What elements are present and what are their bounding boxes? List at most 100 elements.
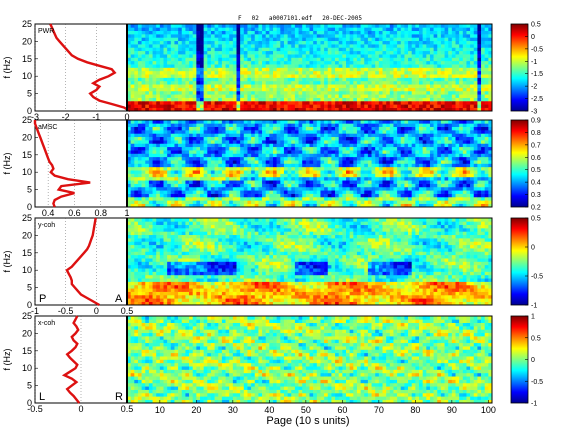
- heatmap-cell: [265, 166, 270, 171]
- heatmap-cell: [291, 27, 296, 31]
- heatmap-cell: [170, 166, 175, 171]
- heatmap-cell: [488, 54, 493, 58]
- heatmap-cell: [477, 173, 482, 178]
- heatmap-cell: [473, 136, 478, 141]
- heatmap-cell: [192, 104, 197, 108]
- heatmap-cell: [477, 57, 482, 62]
- heatmap-cell: [349, 70, 354, 75]
- heatmap-cell: [170, 133, 175, 138]
- heatmap-cell: [302, 186, 307, 191]
- heatmap-cell: [167, 50, 172, 55]
- heatmap-cell: [448, 67, 453, 72]
- heatmap-cell: [152, 57, 157, 62]
- heatmap-cell: [276, 136, 281, 141]
- heatmap-cell: [258, 160, 263, 164]
- heatmap-cell: [331, 180, 336, 184]
- heatmap-cell: [404, 87, 409, 92]
- heatmap-cell: [174, 84, 179, 88]
- heatmap-cell: [258, 34, 263, 38]
- heatmap-cell: [411, 170, 416, 174]
- heatmap-cell: [422, 163, 427, 168]
- heatmap-cell: [462, 47, 467, 52]
- heatmap-cell: [236, 196, 241, 201]
- heatmap-cell: [444, 47, 449, 52]
- heatmap-cell: [462, 136, 467, 141]
- heatmap-cell: [273, 100, 277, 105]
- heatmap-cell: [170, 24, 175, 28]
- heatmap-cell: [269, 143, 274, 148]
- heatmap-cell: [342, 30, 347, 35]
- heatmap-cell: [451, 37, 456, 42]
- heatmap-cell: [415, 133, 420, 138]
- heatmap-cell: [232, 136, 237, 141]
- heatmap-cell: [466, 50, 471, 55]
- heatmap-cell: [448, 200, 453, 204]
- heatmap-cell: [408, 140, 412, 144]
- heatmap-cell: [262, 176, 266, 181]
- heatmap-cell: [152, 60, 157, 65]
- heatmap-cell: [258, 67, 263, 72]
- heatmap-cell: [397, 80, 402, 85]
- heatmap-cell: [356, 30, 361, 35]
- heatmap-cell: [127, 203, 131, 208]
- heatmap-cell: [335, 64, 339, 68]
- heatmap-cell: [192, 136, 197, 141]
- heatmap-cell: [229, 30, 234, 35]
- heatmap-cell: [276, 203, 281, 208]
- heatmap-cell: [444, 196, 449, 201]
- heatmap-cell: [210, 173, 215, 178]
- heatmap-cell: [324, 186, 329, 191]
- heatmap-cell: [273, 136, 277, 141]
- heatmap-cell: [229, 193, 234, 198]
- heatmap-cell: [316, 64, 321, 68]
- heatmap-cell: [294, 64, 299, 68]
- heatmap-cell: [444, 150, 449, 154]
- heatmap-cell: [159, 156, 164, 161]
- heatmap-cell: [360, 180, 365, 184]
- heatmap-cell: [178, 90, 183, 95]
- heatmap-cell: [378, 160, 383, 164]
- heatmap-cell: [291, 166, 296, 171]
- heatmap-cell: [141, 40, 146, 45]
- heatmap-cell: [400, 54, 405, 58]
- heatmap-cell: [229, 87, 234, 92]
- heatmap-cell: [466, 200, 471, 204]
- heatmap-cell: [207, 130, 212, 134]
- heatmap-cell: [400, 200, 405, 204]
- heatmap-cell: [243, 100, 248, 105]
- heatmap-cell: [404, 196, 409, 201]
- heatmap-cell: [302, 150, 307, 154]
- heatmap-cell: [192, 37, 197, 42]
- heatmap-cell: [393, 166, 398, 171]
- heatmap-cell: [251, 166, 256, 171]
- heatmap-cell: [397, 44, 402, 48]
- profile-x-tick-label: 1: [124, 208, 129, 218]
- heatmap-cell: [429, 183, 434, 188]
- heatmap-cell: [481, 40, 485, 45]
- heatmap-cell: [174, 156, 179, 161]
- heatmap-cell: [375, 160, 380, 164]
- heatmap-cell: [400, 133, 405, 138]
- heatmap-cell: [389, 44, 394, 48]
- heatmap-cell: [462, 90, 467, 95]
- heatmap-cell: [386, 57, 391, 62]
- heatmap-cell: [262, 24, 266, 28]
- heatmap-cell: [364, 186, 369, 191]
- heatmap-cell: [400, 57, 405, 62]
- heatmap-cell: [305, 156, 310, 161]
- heatmap-cell: [455, 37, 460, 42]
- heatmap-cell: [426, 200, 431, 204]
- heatmap-cell: [404, 74, 409, 78]
- heatmap-cell: [466, 44, 471, 48]
- heatmap-cell: [346, 104, 350, 108]
- heatmap-cell: [203, 156, 208, 161]
- heatmap-cell: [189, 67, 193, 72]
- heatmap-cell: [218, 97, 223, 102]
- heatmap-cell: [389, 163, 394, 168]
- heatmap-cell: [258, 40, 263, 45]
- heatmap-cell: [287, 136, 292, 141]
- heatmap-cell: [375, 70, 380, 75]
- heatmap-cell: [451, 107, 456, 112]
- heatmap-cell: [473, 173, 478, 178]
- heatmap-cell: [371, 133, 376, 138]
